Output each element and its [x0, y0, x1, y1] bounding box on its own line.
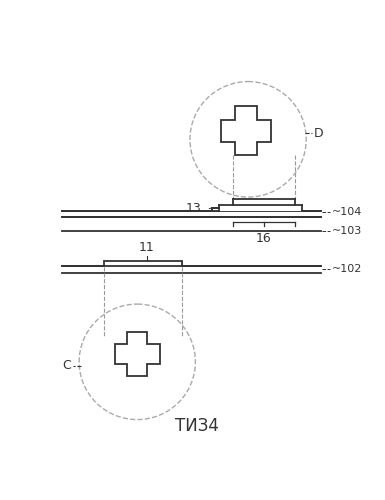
Bar: [213, 208, 219, 211]
Polygon shape: [115, 332, 160, 376]
Bar: [233, 198, 295, 205]
Text: D: D: [314, 126, 323, 140]
Text: 16: 16: [256, 232, 271, 244]
Text: ~103: ~103: [332, 226, 362, 236]
Text: 13: 13: [186, 202, 202, 215]
Text: ~104: ~104: [332, 208, 362, 218]
Bar: [219, 205, 302, 211]
Text: C: C: [63, 359, 71, 372]
Bar: [104, 261, 182, 266]
Text: 11: 11: [139, 241, 155, 254]
Polygon shape: [221, 106, 271, 156]
Text: ΤИЗ4: ΤИЗ4: [175, 417, 219, 435]
Text: ~102: ~102: [332, 264, 362, 274]
Bar: [104, 261, 182, 267]
